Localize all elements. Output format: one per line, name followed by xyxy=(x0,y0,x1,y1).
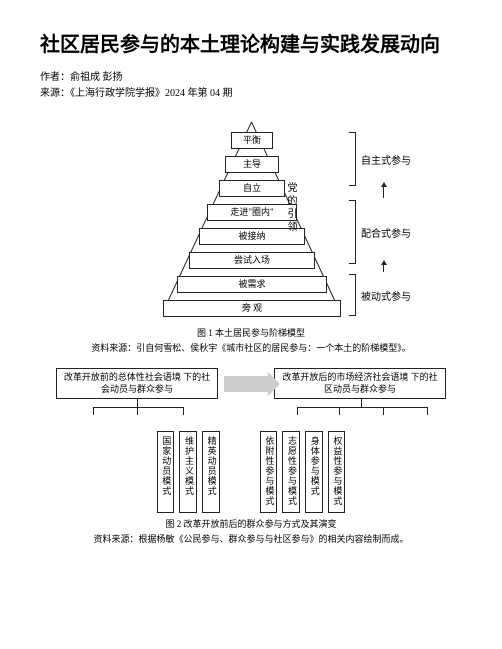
flow-child-box: 精英动员模式 xyxy=(202,431,220,513)
figure-1-source: 资料来源：引自何雪松、侯秋宇《城市社区的居民参与：一个本土的阶梯模型》。 xyxy=(40,341,462,354)
figure-2: 改革开放前的总体性社会语境 下的社会动员与群众参与 改革开放后的市场经济社会语境… xyxy=(40,368,462,545)
flow-arrow xyxy=(224,376,268,392)
bracket-label: 配合式参与 xyxy=(361,225,411,240)
connector xyxy=(137,399,138,407)
bracket xyxy=(349,274,356,316)
flow-child-box: 权益性参与模式 xyxy=(328,431,346,513)
connector xyxy=(93,407,183,408)
connector xyxy=(93,407,94,415)
source-line: 来源：《上海行政学院学报》2024 年第 04 期 xyxy=(40,86,462,102)
pyramid-level-label: 自立 xyxy=(219,180,285,197)
figure-2-caption: 图 2 改革开放前后的群众参与方式及其演变 xyxy=(40,517,462,530)
connector xyxy=(361,399,362,407)
flow-diagram: 改革开放前的总体性社会语境 下的社会动员与群众参与 改革开放后的市场经济社会语境… xyxy=(51,368,451,513)
pyramid-level: 主导 xyxy=(225,156,279,173)
arrow-up-icon xyxy=(383,186,384,198)
arrow-up-icon xyxy=(383,264,384,272)
flow-left-children: 国家动员模式维护主义模式精英动员模式 xyxy=(157,431,220,513)
flow-top-left: 改革开放前的总体性社会语境 下的社会动员与群众参与 xyxy=(56,368,218,399)
pyramid-level-label: 被需求 xyxy=(177,276,327,293)
pyramid-level: 被需求 xyxy=(177,276,327,293)
pyramid-level-label: 平衡 xyxy=(231,132,273,149)
connector xyxy=(383,407,384,415)
figure-1-caption: 图 1 本土居民参与阶梯模型 xyxy=(40,326,462,339)
pyramid-level-label: 旁 观 xyxy=(163,300,341,317)
bracket xyxy=(349,132,356,186)
meta-block: 作者：俞祖成 彭扬 来源：《上海行政学院学报》2024 年第 04 期 xyxy=(40,70,462,102)
connector xyxy=(339,407,340,415)
connector xyxy=(183,407,184,415)
bracket xyxy=(349,200,356,264)
bracket-label: 被动式参与 xyxy=(361,288,411,303)
author-line: 作者：俞祖成 彭扬 xyxy=(40,70,462,86)
flow-child-box: 志愿性参与模式 xyxy=(282,431,300,513)
pyramid-level-label: 主导 xyxy=(225,156,279,173)
figure-2-source: 资料来源：根据杨敏《公民参与、群众参与与社区参与》的相关内容绘制而成。 xyxy=(40,532,462,545)
figure-1: 平衡主导自立走进"圈内"被接纳尝试入场被需求旁 观 党的引领 自主式参与配合式参… xyxy=(40,122,462,354)
connector xyxy=(297,407,427,408)
connector xyxy=(427,407,428,415)
pyramid-level: 平衡 xyxy=(231,132,273,149)
flow-top-right: 改革开放后的市场经济社会语境 下的社区动员与群众参与 xyxy=(274,368,446,399)
flow-right-children: 依附性参与模式志愿性参与模式身体参与模式权益性参与模式 xyxy=(260,431,346,513)
connector xyxy=(137,407,138,415)
bracket-label: 自主式参与 xyxy=(361,152,411,167)
pyramid: 平衡主导自立走进"圈内"被接纳尝试入场被需求旁 观 党的引领 自主式参与配合式参… xyxy=(61,122,441,322)
pyramid-level: 尝试入场 xyxy=(189,252,315,269)
flow-child-box: 身体参与模式 xyxy=(305,431,323,513)
pyramid-side-label: 党的引领 xyxy=(283,182,298,234)
connector xyxy=(297,407,298,415)
flow-child-box: 依附性参与模式 xyxy=(260,431,278,513)
pyramid-level-label: 尝试入场 xyxy=(189,252,315,269)
page-title: 社区居民参与的本土理论构建与实践发展动向 xyxy=(40,30,462,60)
flow-child-box: 维护主义模式 xyxy=(179,431,197,513)
pyramid-level: 自立 xyxy=(219,180,285,197)
flow-child-box: 国家动员模式 xyxy=(157,431,175,513)
pyramid-level: 旁 观 xyxy=(163,300,341,317)
